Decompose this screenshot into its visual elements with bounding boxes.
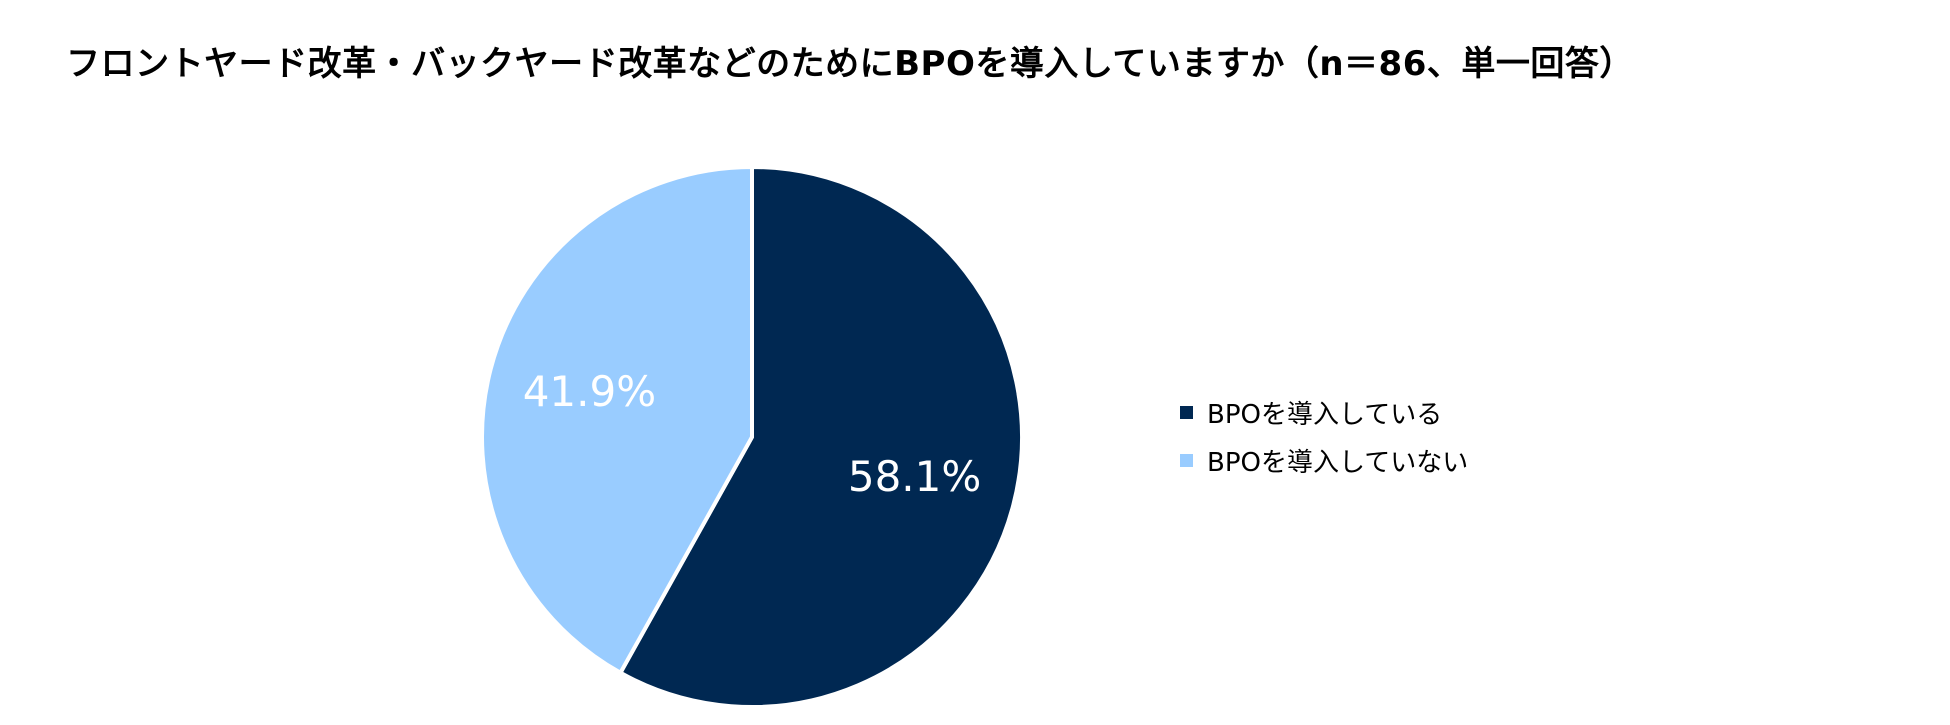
data-label-1: 58.1% — [848, 452, 981, 501]
legend-label-1: BPOを導入している — [1207, 399, 1443, 430]
legend: BPOを導入している BPOを導入していない — [1180, 388, 1468, 484]
legend-label-2: BPOを導入していない — [1207, 447, 1469, 478]
legend-swatch-1 — [1180, 405, 1193, 419]
chart-title: フロントヤード改革・バックヤード改革などのためにBPOを導入していますか（n＝8… — [66, 44, 1634, 84]
pie-slice-2 — [480, 165, 754, 675]
legend-item-2: BPOを導入していない — [1180, 436, 1468, 484]
legend-item-1: BPOを導入している — [1180, 388, 1468, 436]
legend-swatch-2 — [1180, 453, 1193, 467]
data-label-2: 41.9% — [523, 367, 656, 416]
pie-slice-1 — [618, 165, 1024, 709]
